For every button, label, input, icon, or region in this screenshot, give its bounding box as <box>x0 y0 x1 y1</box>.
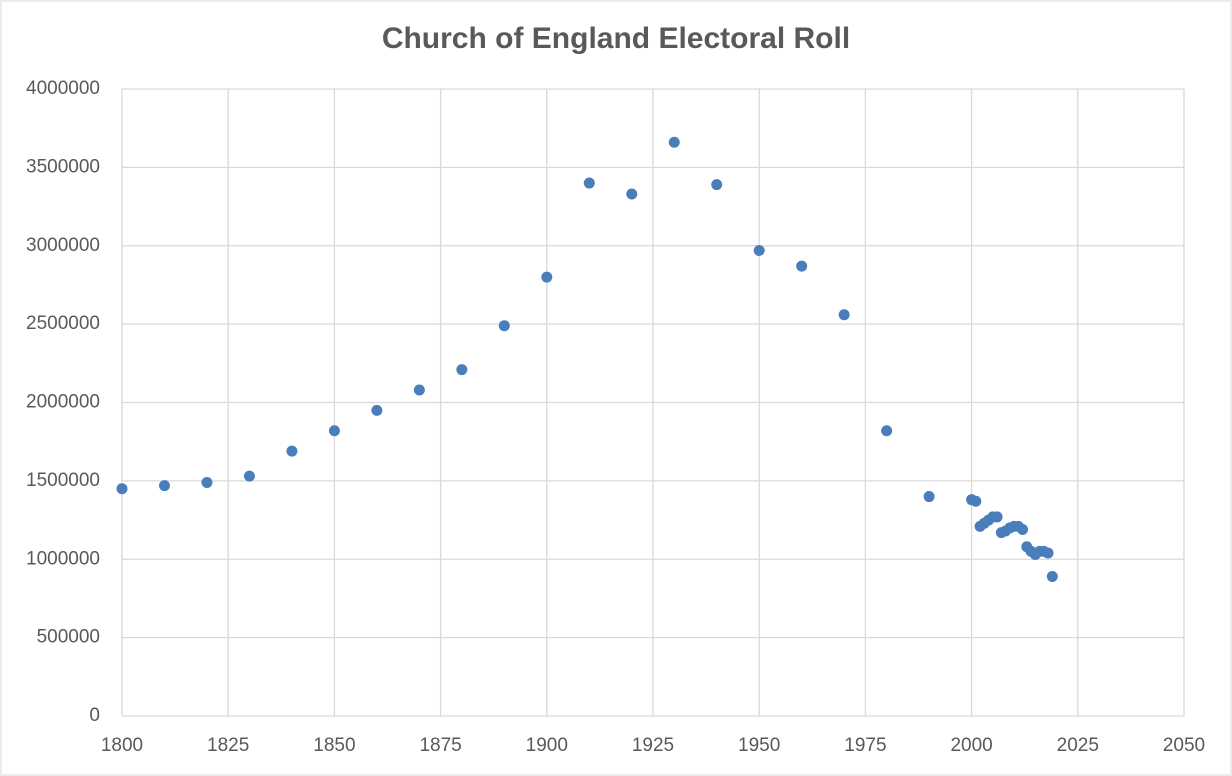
data-point <box>541 271 553 283</box>
data-point <box>668 136 680 148</box>
data-point <box>1017 523 1029 535</box>
data-point <box>413 384 425 396</box>
data-point <box>838 309 850 321</box>
x-tick-label: 1850 <box>313 735 355 756</box>
x-tick-label: 1950 <box>738 735 780 756</box>
y-tick-label: 1500000 <box>26 470 100 491</box>
data-point <box>583 177 595 189</box>
y-tick-label: 2500000 <box>26 313 100 334</box>
data-point <box>328 425 340 437</box>
data-point <box>498 320 510 332</box>
data-point <box>243 470 255 482</box>
y-tick-label: 500000 <box>37 627 100 648</box>
x-tick-label: 2000 <box>950 735 992 756</box>
data-point <box>1046 570 1058 582</box>
x-tick-label: 1925 <box>632 735 674 756</box>
data-point <box>923 491 935 503</box>
data-point <box>970 495 982 507</box>
data-point <box>881 425 893 437</box>
data-point <box>796 260 808 272</box>
data-point <box>201 476 213 488</box>
x-tick-label: 1900 <box>526 735 568 756</box>
data-point <box>753 244 765 256</box>
y-tick-label: 0 <box>89 705 100 726</box>
data-point <box>371 404 383 416</box>
data-point <box>286 445 298 457</box>
data-point <box>626 188 638 200</box>
y-tick-label: 3500000 <box>26 156 100 177</box>
chart-title: Church of England Electoral Roll <box>382 22 850 55</box>
x-tick-label: 2025 <box>1057 735 1099 756</box>
y-tick-label: 3000000 <box>26 235 100 256</box>
data-point <box>711 179 723 191</box>
data-point <box>1042 547 1054 559</box>
data-point <box>991 511 1003 523</box>
x-tick-label: 1800 <box>101 735 143 756</box>
x-tick-label: 1825 <box>207 735 249 756</box>
data-point <box>116 483 128 495</box>
x-tick-label: 2050 <box>1163 735 1205 756</box>
x-tick-label: 1875 <box>419 735 461 756</box>
data-point <box>456 364 468 376</box>
y-tick-label: 4000000 <box>26 78 100 99</box>
y-tick-label: 1000000 <box>26 548 100 569</box>
data-point <box>158 480 170 492</box>
x-tick-label: 1975 <box>844 735 886 756</box>
y-tick-label: 2000000 <box>26 392 100 413</box>
